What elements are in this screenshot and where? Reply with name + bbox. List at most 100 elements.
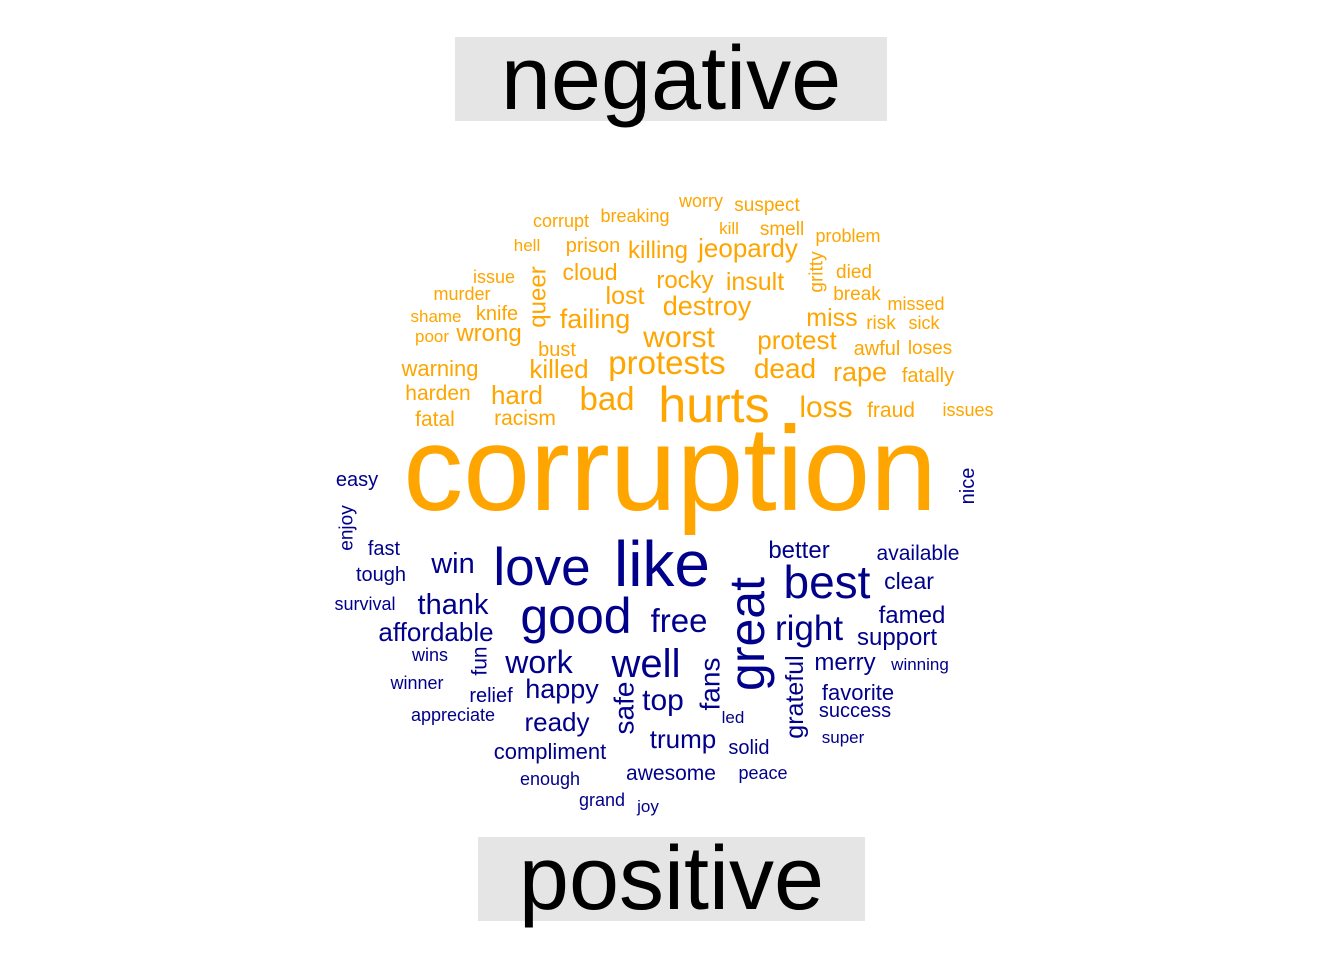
word-positive-top: top <box>642 684 684 717</box>
word-positive-support: support <box>857 624 937 651</box>
word-negative-queer: queer <box>525 266 552 327</box>
word-negative-failing: failing <box>560 304 631 334</box>
word-negative-killed: killed <box>529 354 588 384</box>
word-positive-survival: survival <box>334 594 395 614</box>
word-negative-warning: warning <box>400 356 478 381</box>
word-positive-right: right <box>775 609 843 648</box>
word-negative-awful: awful <box>854 338 901 360</box>
word-negative-worst: worst <box>642 321 715 354</box>
word-positive-grand: grand <box>579 790 625 810</box>
word-positive-awesome: awesome <box>626 762 716 785</box>
word-negative-kill: kill <box>719 219 739 238</box>
word-negative-miss: miss <box>806 304 857 332</box>
word-positive-win: win <box>430 548 475 580</box>
word-positive-famed: famed <box>879 602 946 629</box>
word-positive-winning: winning <box>890 655 949 674</box>
word-positive-wins: wins <box>411 645 448 665</box>
word-positive-well: well <box>611 642 681 686</box>
word-positive-tough: tough <box>356 564 406 586</box>
word-positive-ready: ready <box>524 707 589 737</box>
positive-group-label: positive <box>478 834 865 924</box>
word-negative-murder: murder <box>433 284 490 304</box>
word-positive-happy: happy <box>525 674 599 704</box>
word-positive-trump: trump <box>650 724 716 754</box>
word-positive-love: love <box>493 538 590 597</box>
word-positive-relief: relief <box>469 685 513 707</box>
word-negative-issue: issue <box>473 267 515 287</box>
word-negative-worry: worry <box>678 191 723 211</box>
word-negative-cloud: cloud <box>563 259 618 285</box>
word-positive-favorite: favorite <box>822 680 894 705</box>
word-positive-enough: enough <box>520 769 580 789</box>
word-positive-available: available <box>877 542 960 565</box>
word-negative-shame: shame <box>410 307 461 326</box>
word-positive-best: best <box>784 556 871 608</box>
word-positive-solid: solid <box>728 737 769 759</box>
word-negative-protest: protest <box>757 325 837 355</box>
word-positive-merry: merry <box>814 649 875 676</box>
word-positive-super: super <box>822 728 865 747</box>
word-negative-issues: issues <box>942 400 993 420</box>
word-negative-jeopardy: jeopardy <box>697 233 798 263</box>
word-negative-prison: prison <box>566 235 620 257</box>
word-negative-protests: protests <box>608 344 725 381</box>
word-positive-affordable: affordable <box>378 617 493 647</box>
word-negative-fatal: fatal <box>415 408 455 431</box>
word-negative-hurts: hurts <box>658 377 769 433</box>
word-negative-risk: risk <box>866 313 896 334</box>
word-positive-enjoy: enjoy <box>337 505 358 551</box>
word-positive-winner: winner <box>389 673 443 693</box>
word-positive-joy: joy <box>636 797 659 816</box>
word-positive-appreciate: appreciate <box>411 705 495 725</box>
negative-group-label: negative <box>455 34 887 124</box>
word-negative-destroy: destroy <box>663 291 752 321</box>
word-negative-wrong: wrong <box>455 320 521 347</box>
word-negative-dead: dead <box>754 353 816 384</box>
word-negative-suspect: suspect <box>734 195 800 216</box>
word-negative-break: break <box>833 284 881 305</box>
word-negative-killing: killing <box>628 237 688 264</box>
word-negative-corrupt: corrupt <box>533 211 589 231</box>
word-negative-lost: lost <box>606 282 645 310</box>
word-negative-sick: sick <box>909 313 941 333</box>
word-negative-racism: racism <box>494 407 556 430</box>
word-positive-good: good <box>520 588 631 644</box>
word-negative-bad: bad <box>579 380 634 417</box>
word-negative-loss: loss <box>799 391 852 424</box>
word-negative-harden: harden <box>405 382 470 405</box>
word-positive-led: led <box>722 708 745 727</box>
word-positive-easy: easy <box>336 469 378 491</box>
word-negative-poor: poor <box>415 327 449 346</box>
word-negative-hard: hard <box>491 380 543 410</box>
word-positive-great: great <box>719 577 775 691</box>
word-positive-better: better <box>768 537 829 564</box>
word-negative-breaking: breaking <box>600 206 669 226</box>
word-positive-work: work <box>504 644 574 680</box>
word-positive-nice: nice <box>957 468 979 505</box>
word-negative-bust: bust <box>538 339 576 361</box>
word-negative-died: died <box>836 262 872 283</box>
word-negative-fatally: fatally <box>902 365 954 387</box>
word-positive-clear: clear <box>884 568 934 594</box>
word-negative-rape: rape <box>833 357 887 387</box>
word-negative-knife: knife <box>476 303 518 325</box>
word-negative-fraud: fraud <box>867 399 915 422</box>
word-positive-fast: fast <box>368 538 401 560</box>
word-positive-fans: fans <box>695 658 726 711</box>
word-positive-fun: fun <box>469 646 492 675</box>
word-positive-like: like <box>614 528 710 600</box>
word-negative-insult: insult <box>726 268 784 296</box>
word-negative-corruption: corruption <box>403 402 937 536</box>
word-negative-smell: smell <box>760 219 804 240</box>
word-positive-thank: thank <box>418 589 489 621</box>
word-negative-missed: missed <box>887 294 944 314</box>
word-positive-compliment: compliment <box>494 739 606 764</box>
word-positive-peace: peace <box>738 763 787 783</box>
word-negative-hell: hell <box>514 236 540 255</box>
word-positive-free: free <box>651 602 708 639</box>
word-negative-problem: problem <box>815 226 880 246</box>
word-negative-gritty: gritty <box>807 251 828 293</box>
word-positive-grateful: grateful <box>781 655 809 738</box>
word-positive-safe: safe <box>609 682 640 735</box>
